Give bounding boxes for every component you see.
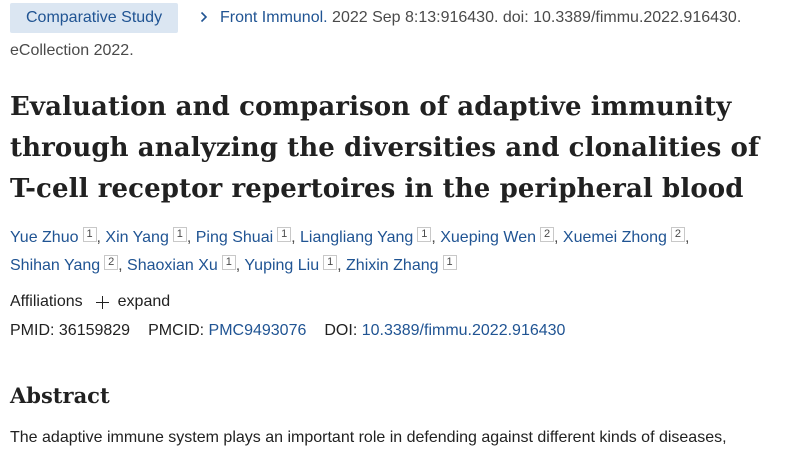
expand-affiliations-button[interactable]: expand — [117, 293, 171, 310]
author-item: Xueping Wen 2 — [440, 227, 554, 246]
authors-list: Yue Zhuo 1, Xin Yang 1, Ping Shuai 1, Liang… — [10, 224, 795, 280]
author-item: Shihan Yang 2 — [10, 255, 119, 274]
author-separator: , — [431, 229, 441, 246]
author-link[interactable]: Shaoxian Xu — [127, 257, 218, 274]
author-link[interactable]: Xin Yang — [105, 229, 169, 246]
doi-link[interactable]: 10.3389/fimmu.2022.916430 — [361, 322, 566, 339]
affiliation-marker[interactable]: 2 — [104, 255, 119, 270]
abstract-text: The adaptive immune system plays an impo… — [10, 429, 727, 446]
author-link[interactable]: Xuemei Zhong — [562, 229, 667, 246]
citation-line: Front Immunol. 2022 Sep 8:13:916430. doi… — [220, 8, 741, 28]
affiliations-row: Affiliations expand — [10, 292, 170, 312]
affiliations-label: Affiliations — [10, 293, 83, 310]
author-link[interactable]: Zhixin Zhang — [346, 257, 439, 274]
affiliation-marker[interactable]: 1 — [277, 227, 292, 242]
article-identifiers: PMID: 36159829 PMCID: PMC9493076 DOI: 10.3… — [10, 321, 565, 341]
author-link[interactable]: Shihan Yang — [10, 257, 101, 274]
ecollection-text: eCollection 2022. — [10, 42, 134, 59]
author-link[interactable]: Liangliang Yang — [300, 229, 414, 246]
pmcid-label: PMCID: — [148, 322, 209, 339]
affiliation-marker[interactable]: 2 — [670, 227, 685, 242]
author-link[interactable]: Xueping Wen — [440, 229, 536, 246]
title-line: through analyzing the diversities and cl… — [10, 133, 760, 163]
author-link[interactable]: Yuping Liu — [244, 257, 320, 274]
journal-link[interactable]: Front Immunol. — [220, 9, 328, 26]
author-item: Shaoxian Xu 1 — [127, 255, 236, 274]
affiliation-marker[interactable]: 1 — [82, 227, 97, 242]
affiliation-marker[interactable]: 2 — [540, 227, 554, 242]
author-item: Xuemei Zhong 2 — [562, 227, 685, 246]
author-item: Liangliang Yang 1 — [300, 227, 432, 246]
author-separator: , — [337, 257, 347, 274]
authors-line: Shihan Yang 2, Shaoxian Xu 1, Yuping Liu 1,… — [10, 252, 795, 280]
author-separator: , — [96, 229, 106, 246]
affiliation-marker[interactable]: 1 — [172, 227, 187, 242]
doi-label: DOI: — [324, 322, 362, 339]
pmid-label: PMID: — [10, 322, 59, 339]
abstract-heading: Abstract — [10, 383, 110, 408]
author-item: Xin Yang 1 — [105, 227, 187, 246]
affiliation-marker[interactable]: 1 — [221, 255, 236, 270]
pmcid-link[interactable]: PMC9493076 — [208, 322, 307, 339]
author-separator: , — [554, 229, 563, 246]
affiliation-marker[interactable]: 1 — [323, 255, 338, 270]
plus-icon[interactable] — [95, 295, 109, 309]
authors-line: Yue Zhuo 1, Xin Yang 1, Ping Shuai 1, Liang… — [10, 224, 795, 252]
author-separator: , — [118, 257, 128, 274]
author-separator: , — [684, 229, 690, 246]
author-separator: , — [291, 229, 301, 246]
author-item: Ping Shuai 1 — [195, 227, 292, 246]
author-link[interactable]: Yue Zhuo — [10, 229, 79, 246]
title-line: T-cell receptor repertoires in the perip… — [10, 174, 744, 204]
author-separator: , — [235, 257, 245, 274]
author-item: Zhixin Zhang 1 — [346, 255, 457, 274]
author-item: Yuping Liu 1 — [244, 255, 338, 274]
affiliation-marker[interactable]: 1 — [417, 227, 432, 242]
title-line: Evaluation and comparison of adaptive im… — [10, 92, 732, 122]
article-type-badge[interactable]: Comparative Study — [10, 3, 179, 33]
affiliation-marker[interactable]: 1 — [442, 255, 457, 270]
author-item: Yue Zhuo 1 — [10, 227, 97, 246]
pmid-value: 36159829 — [58, 322, 131, 339]
citation-details: 2022 Sep 8:13:916430. doi: 10.3389/fimmu… — [327, 9, 742, 26]
chevron-right-icon[interactable] — [198, 11, 210, 23]
author-link[interactable]: Ping Shuai — [195, 229, 274, 246]
author-separator: , — [186, 229, 196, 246]
article-title: Evaluation and comparison of adaptive im… — [10, 87, 795, 210]
